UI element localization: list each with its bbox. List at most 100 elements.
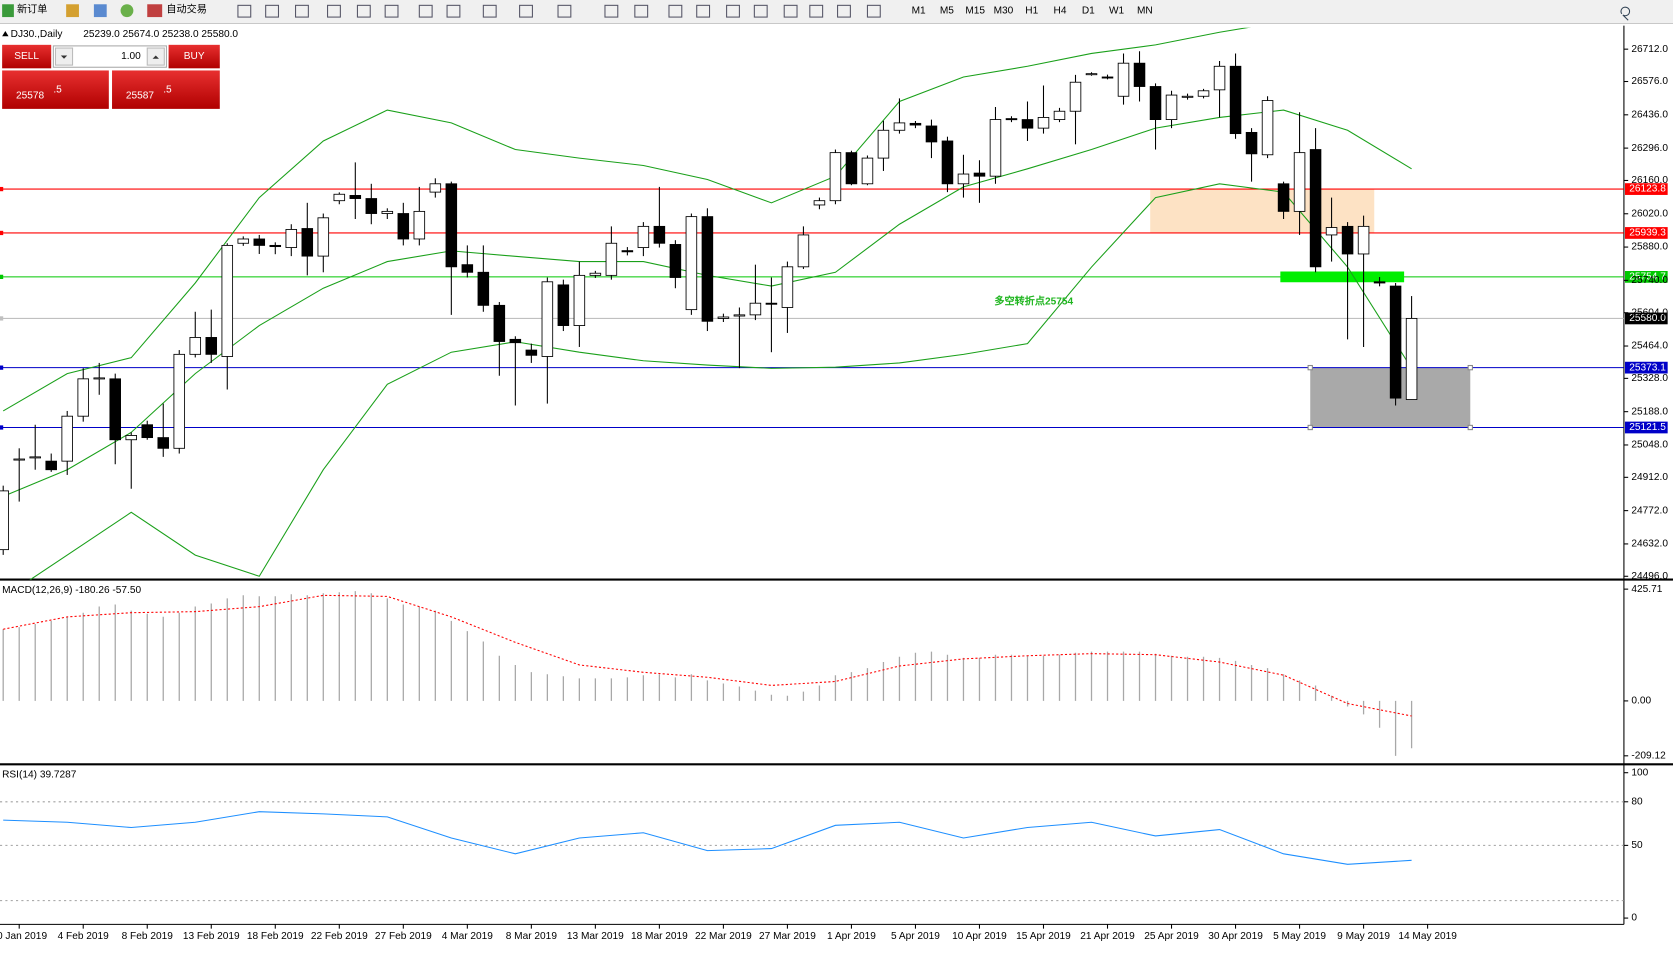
candle-body bbox=[861, 157, 874, 185]
x-tick-label: 9 May 2019 bbox=[1337, 931, 1390, 942]
timeframe-button[interactable]: M1 bbox=[912, 5, 926, 16]
macd-title: MACD(12,26,9) -180.26 -57.50 bbox=[2, 585, 141, 596]
band-lower bbox=[29, 183, 1413, 580]
macd-signal bbox=[3, 594, 1412, 717]
x-tick-label: 30 Jan 2019 bbox=[0, 931, 47, 942]
y-tick-label: 26712.0 bbox=[1631, 44, 1668, 55]
zone-handle bbox=[1467, 424, 1473, 431]
tool-icon[interactable] bbox=[866, 4, 881, 18]
candle-body bbox=[1053, 110, 1066, 120]
tool-icon[interactable] bbox=[265, 4, 280, 18]
icon[interactable] bbox=[120, 4, 134, 18]
x-tick-label: 30 Apr 2019 bbox=[1208, 931, 1263, 942]
auto-trade-icon[interactable] bbox=[147, 4, 163, 18]
candle-body bbox=[365, 198, 378, 214]
candle-body bbox=[1085, 73, 1098, 76]
candle-body bbox=[605, 242, 618, 276]
sell-label[interactable]: SELL bbox=[14, 51, 39, 62]
candle-body bbox=[1037, 117, 1050, 129]
x-tick-label: 1 Apr 2019 bbox=[827, 931, 876, 942]
supply-zone bbox=[1150, 189, 1375, 233]
candle-body bbox=[221, 244, 234, 357]
candle-body bbox=[429, 183, 442, 193]
tool-icon[interactable] bbox=[384, 4, 399, 18]
level-label-box bbox=[1624, 227, 1668, 239]
candle-body bbox=[797, 234, 810, 268]
level-label-box bbox=[1624, 361, 1668, 374]
tool-icon[interactable] bbox=[519, 4, 533, 18]
x-tick-label: 27 Mar 2019 bbox=[759, 931, 816, 942]
candle-body bbox=[397, 213, 410, 240]
candle-body bbox=[333, 193, 346, 202]
level-handle bbox=[0, 365, 4, 370]
level-handle bbox=[0, 186, 4, 192]
buy-price-box[interactable] bbox=[112, 70, 220, 109]
tool-icon[interactable] bbox=[356, 4, 371, 18]
collapse-icon[interactable] bbox=[2, 30, 9, 37]
candle-body bbox=[301, 228, 314, 257]
tool-icon[interactable] bbox=[418, 4, 433, 18]
y-tick-label: 80 bbox=[1631, 796, 1643, 807]
timeframe-button[interactable]: H1 bbox=[1025, 5, 1038, 16]
candle-body bbox=[525, 349, 538, 356]
icon[interactable] bbox=[93, 4, 107, 18]
lots-input[interactable] bbox=[52, 45, 167, 68]
auto-trade-button[interactable]: 自动交易 bbox=[166, 2, 206, 15]
timeframe-button[interactable]: W1 bbox=[1109, 5, 1125, 16]
tool-icon[interactable] bbox=[557, 4, 572, 18]
timeframe-button[interactable]: M30 bbox=[994, 5, 1014, 16]
tool-icon[interactable] bbox=[237, 4, 252, 18]
tool-icon[interactable] bbox=[295, 4, 309, 18]
candle-body bbox=[1181, 95, 1194, 98]
lots-value[interactable]: 1.00 bbox=[121, 51, 141, 62]
timeframe-button[interactable]: M5 bbox=[940, 5, 954, 16]
tool-icon[interactable] bbox=[837, 4, 851, 18]
tool-icon[interactable] bbox=[482, 4, 497, 18]
level-handle bbox=[0, 274, 4, 280]
timeframe-button[interactable]: M15 bbox=[965, 5, 985, 16]
timeframe-button[interactable]: D1 bbox=[1082, 5, 1095, 16]
icon[interactable] bbox=[66, 4, 79, 18]
sell-button[interactable] bbox=[2, 44, 52, 69]
tool-icon[interactable] bbox=[668, 4, 683, 18]
candle-body bbox=[1325, 227, 1338, 236]
tool-icon[interactable] bbox=[753, 4, 768, 18]
x-tick-label: 13 Mar 2019 bbox=[567, 931, 624, 942]
timeframe-button[interactable]: MN bbox=[1137, 5, 1153, 16]
y-tick-label: 26296.0 bbox=[1631, 143, 1668, 154]
candle-body bbox=[109, 378, 121, 441]
tool-icon[interactable] bbox=[783, 4, 798, 18]
tool-icon[interactable] bbox=[726, 4, 740, 18]
tool-icon[interactable] bbox=[634, 4, 649, 18]
tool-icon[interactable] bbox=[604, 4, 619, 18]
candle-body bbox=[621, 250, 634, 253]
candle-body bbox=[269, 244, 282, 248]
candle-body bbox=[0, 490, 9, 551]
sell-price: 25578 bbox=[16, 91, 45, 102]
tool-icon[interactable] bbox=[446, 4, 461, 18]
zone-handle bbox=[1307, 424, 1313, 431]
buy-button[interactable] bbox=[168, 44, 220, 69]
level-label: 25939.3 bbox=[1629, 228, 1666, 239]
candle-body bbox=[925, 125, 938, 143]
x-tick-label: 5 May 2019 bbox=[1273, 931, 1326, 942]
new-order-button[interactable]: 新订单 bbox=[17, 2, 47, 15]
tool-icon[interactable] bbox=[327, 4, 341, 18]
level-label: 26123.8 bbox=[1629, 184, 1666, 195]
buy-label[interactable]: BUY bbox=[184, 51, 205, 62]
level-label-box bbox=[1624, 312, 1668, 325]
sell-price-box[interactable] bbox=[2, 70, 109, 109]
candle-body bbox=[749, 302, 762, 316]
timeframe-button[interactable]: H4 bbox=[1054, 5, 1067, 16]
y-tick-label: 25328.0 bbox=[1631, 373, 1668, 384]
tool-icon[interactable] bbox=[809, 4, 824, 18]
y-tick-label: 25604.0 bbox=[1631, 307, 1668, 318]
tool-icon[interactable] bbox=[696, 4, 711, 18]
candle-body bbox=[637, 225, 650, 248]
candle-body bbox=[1357, 225, 1370, 255]
y-tick-label: 25048.0 bbox=[1631, 440, 1668, 451]
search-icon[interactable] bbox=[1620, 6, 1631, 21]
candle-body bbox=[1341, 225, 1354, 255]
new-order-icon[interactable] bbox=[2, 4, 14, 18]
rsi-line bbox=[3, 811, 1412, 865]
